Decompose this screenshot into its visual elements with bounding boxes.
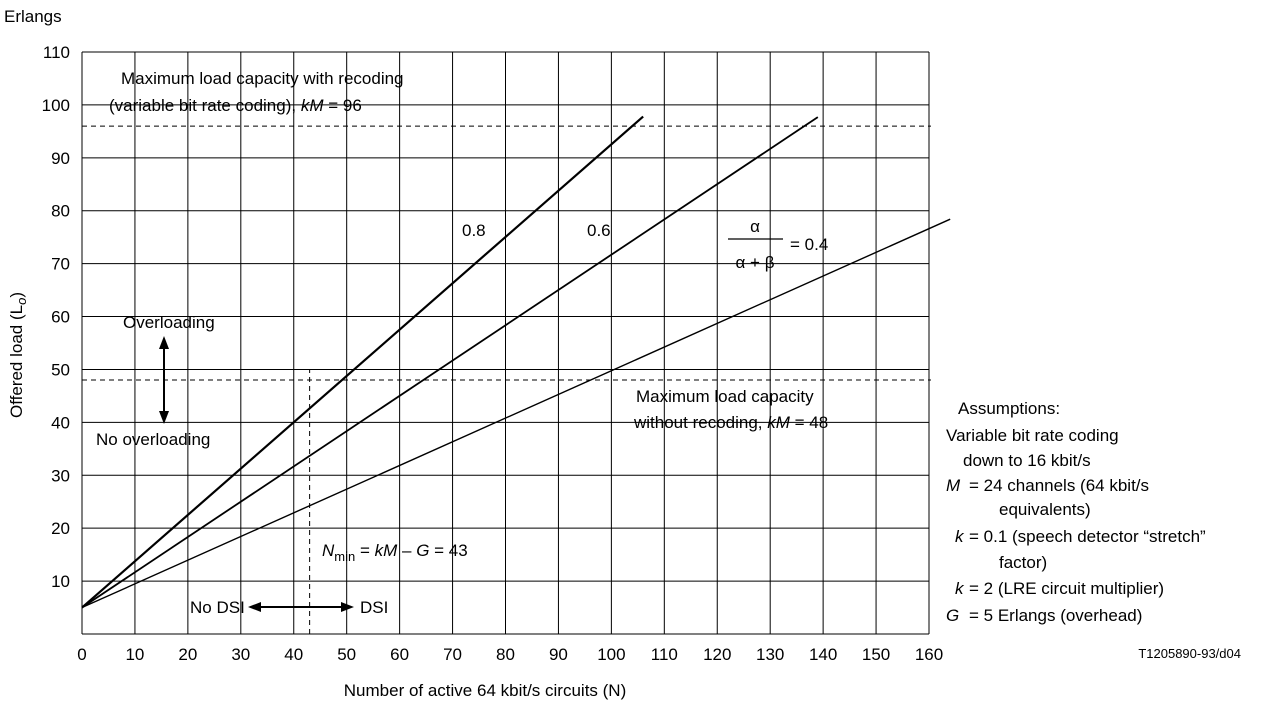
- y-unit-label: Erlangs: [4, 7, 62, 26]
- nmin-minus: –: [397, 541, 416, 560]
- x-tick-label-30: 30: [231, 645, 250, 664]
- fraction-denominator: α + β: [736, 253, 775, 272]
- assumptions-l1: Variable bit rate coding: [946, 426, 1119, 445]
- assumptions-k1-line1: = 0.1 (speech detector “stretch”: [969, 527, 1206, 546]
- series-label-0.8: 0.8: [462, 221, 486, 240]
- x-tick-label-100: 100: [597, 645, 625, 664]
- assumptions-k1-sym: k: [955, 527, 965, 546]
- y-axis-title: Offered load (Lo): [7, 292, 29, 418]
- x-tick-label-20: 20: [178, 645, 197, 664]
- recoding-k: k: [301, 96, 311, 115]
- fraction-value: = 0.4: [790, 235, 828, 254]
- nmin-k: k: [375, 541, 385, 560]
- nmin-val: = 43: [429, 541, 467, 560]
- x-tick-label-50: 50: [337, 645, 356, 664]
- nmin-N: N: [322, 541, 335, 560]
- assumptions-title: Assumptions:: [958, 399, 1060, 418]
- overload-arrow: [159, 336, 169, 424]
- annotation-recoding-line1: Maximum load capacity with recoding: [121, 69, 404, 88]
- x-tick-label-80: 80: [496, 645, 515, 664]
- x-tick-label-90: 90: [549, 645, 568, 664]
- assumptions-block: Assumptions: Variable bit rate coding do…: [946, 399, 1206, 625]
- assumptions-m-line1: = 24 channels (64 kbit/s: [969, 476, 1149, 495]
- assumptions-m-sym: M: [946, 476, 961, 495]
- series-line-0.4: [81, 218, 951, 609]
- annotation-nmin: Nmin = kM – G = 43: [322, 541, 468, 564]
- grid: [81, 51, 930, 635]
- y-axis-title-close: ): [7, 292, 26, 298]
- series-line-0.6: [81, 116, 819, 609]
- recoding-pre: (variable bit rate coding),: [109, 96, 301, 115]
- x-tick-label-70: 70: [443, 645, 462, 664]
- dsi-arrow: [248, 602, 354, 612]
- x-tick-label-10: 10: [125, 645, 144, 664]
- label-no-dsi: No DSI: [190, 598, 245, 617]
- y-axis-title-main: Offered load (L: [7, 305, 26, 418]
- assumptions-g-line: = 5 Erlangs (overhead): [969, 606, 1142, 625]
- fraction-numerator: α: [750, 217, 760, 236]
- label-overloading: Overloading: [123, 313, 215, 332]
- label-dsi: DSI: [360, 598, 388, 617]
- x-tick-label-0: 0: [77, 645, 86, 664]
- figure-id: T1205890-93/d04: [1138, 646, 1241, 661]
- norecoding-pre: without recoding,: [633, 413, 767, 432]
- recoding-M: M: [309, 96, 324, 115]
- assumptions-g-sym: G: [946, 606, 959, 625]
- y-tick-label-100: 100: [42, 96, 70, 115]
- assumptions-k2-sym: k: [955, 579, 965, 598]
- reference-lines: [82, 125, 931, 634]
- annotation-norecoding-line2: without recoding, kM = 48: [633, 413, 828, 432]
- x-axis-title: Number of active 64 kbit/s circuits (N): [344, 681, 626, 700]
- x-tick-label-150: 150: [862, 645, 890, 664]
- annotation-recoding-line2: (variable bit rate coding), kM = 96: [109, 96, 362, 115]
- assumptions-k1-line2: factor): [999, 553, 1047, 572]
- nmin-M: M: [383, 541, 398, 560]
- y-tick-label-40: 40: [51, 413, 70, 432]
- x-tick-label-130: 130: [756, 645, 784, 664]
- x-tick-label-110: 110: [651, 645, 678, 664]
- nmin-eq: =: [355, 541, 374, 560]
- series-label-0.6: 0.6: [587, 221, 611, 240]
- annotation-norecoding-line1: Maximum load capacity: [636, 387, 814, 406]
- y-tick-label-110: 110: [43, 43, 70, 62]
- y-tick-label-80: 80: [51, 202, 70, 221]
- x-tick-label-160: 160: [915, 645, 943, 664]
- recoding-val: = 96: [324, 96, 362, 115]
- y-tick-label-90: 90: [51, 149, 70, 168]
- y-tick-label-60: 60: [51, 308, 70, 327]
- nmin-G: G: [416, 541, 429, 560]
- assumptions-l2: down to 16 kbit/s: [963, 451, 1091, 470]
- nmin-sub: min: [334, 549, 355, 564]
- x-tick-label-120: 120: [703, 645, 731, 664]
- norecoding-k: k: [767, 413, 777, 432]
- series-lines: [81, 115, 951, 609]
- norecoding-M: M: [776, 413, 791, 432]
- x-tick-label-60: 60: [390, 645, 409, 664]
- x-tick-label-140: 140: [809, 645, 837, 664]
- assumptions-k2-line: = 2 (LRE circuit multiplier): [969, 579, 1164, 598]
- assumptions-m-line2: equivalents): [999, 500, 1091, 519]
- y-tick-label-30: 30: [51, 466, 70, 485]
- y-tick-label-20: 20: [51, 519, 70, 538]
- tick-labels: 0 10 20 30 40 50 60 70 80 90 100 110 120 130 140 150 160…: [42, 43, 944, 664]
- series-line-0.8: [81, 115, 644, 609]
- norecoding-val: = 48: [790, 413, 828, 432]
- y-axis-title-sub: o: [14, 298, 29, 305]
- y-tick-label-50: 50: [51, 360, 70, 379]
- label-no-overloading: No overloading: [96, 430, 210, 449]
- y-tick-label-10: 10: [51, 572, 70, 591]
- y-tick-label-70: 70: [51, 255, 70, 274]
- x-tick-label-40: 40: [284, 645, 303, 664]
